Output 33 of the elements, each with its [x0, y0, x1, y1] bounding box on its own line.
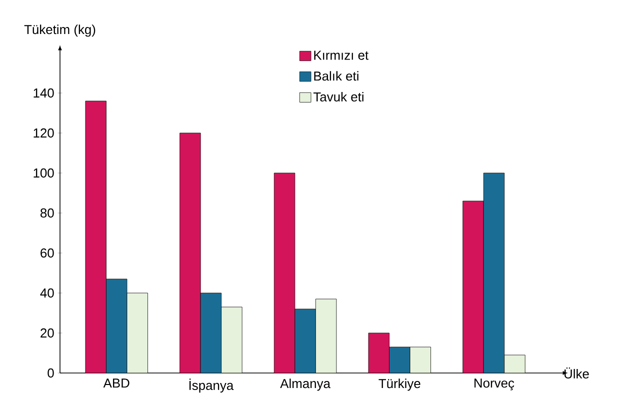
y-tick-label: 20: [40, 328, 54, 338]
x-tick-label: Norveç: [474, 378, 514, 390]
bar: [85, 100, 106, 373]
bar: [410, 346, 431, 373]
y-tick-label: 0: [48, 368, 54, 378]
y-tick-label: 100: [34, 168, 54, 178]
legend-label: Balık eti: [314, 71, 358, 81]
bar: [106, 278, 128, 373]
y-tick-label: 120: [34, 128, 54, 138]
bar: [221, 306, 242, 373]
bar: [368, 332, 390, 373]
bar: [180, 132, 201, 373]
x-axis-title: Ülke: [564, 368, 589, 378]
bar: [462, 200, 484, 373]
bar: [294, 308, 316, 373]
x-tick-label: Almanya: [280, 378, 330, 391]
y-tick-label: 60: [40, 248, 54, 258]
bar: [389, 346, 410, 373]
y-axis-title: Tüketim (kg): [24, 24, 96, 37]
x-tick-label: Türkiye: [378, 378, 420, 391]
bar: [315, 298, 337, 373]
legend-label: Tavuk eti: [313, 92, 364, 102]
y-tick-label: 80: [40, 208, 54, 218]
bar: [483, 172, 505, 373]
bar: [200, 292, 222, 373]
bar: [504, 354, 526, 373]
bar: [274, 172, 296, 373]
bar: [126, 292, 148, 373]
x-tick-label: İspanya: [189, 378, 234, 393]
y-tick-label: 40: [40, 288, 54, 298]
y-tick-label: 140: [34, 88, 54, 98]
legend-label: Kırmızı et: [314, 50, 368, 60]
x-tick-label: ABD: [103, 378, 130, 388]
